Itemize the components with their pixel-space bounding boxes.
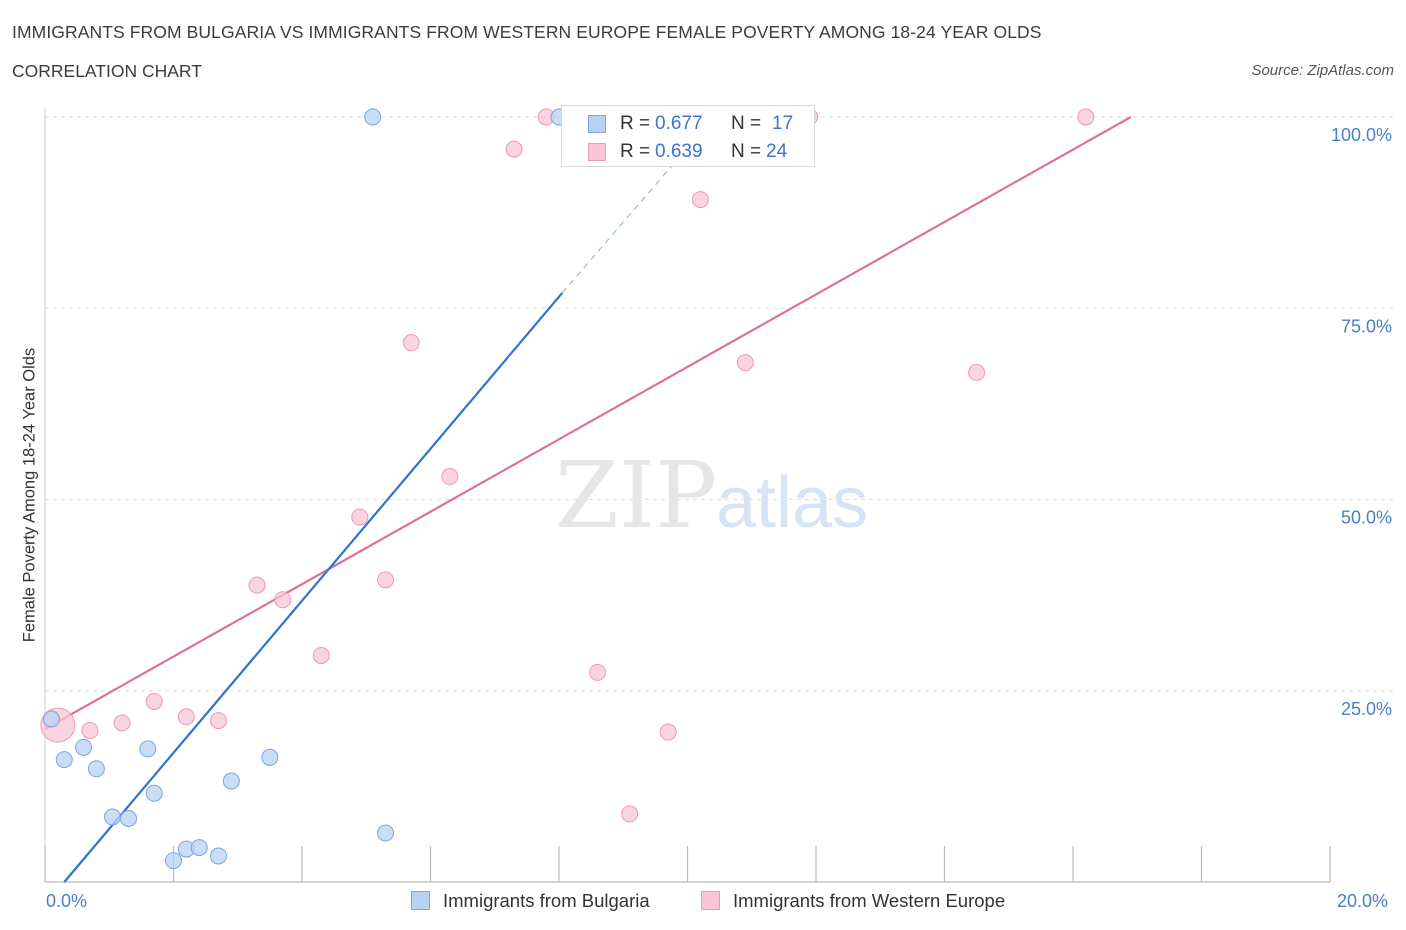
legend-r-value: 0.677 xyxy=(655,113,703,134)
legend-swatch-bulgaria xyxy=(411,891,430,910)
legend-n-label: N = xyxy=(731,141,762,162)
legend-swatch-bulgaria xyxy=(588,115,606,133)
trend-line-bulgaria xyxy=(63,292,564,883)
watermark-atlas: atlas xyxy=(716,463,868,543)
trend-line-western-europe xyxy=(44,116,1132,730)
point-bulgaria xyxy=(261,748,279,766)
point-bulgaria xyxy=(103,808,121,826)
legend-label-bulgaria: Immigrants from Bulgaria xyxy=(443,890,650,911)
point-western-europe xyxy=(145,692,163,710)
point-bulgaria xyxy=(75,738,93,756)
y-tick-label: 25.0% xyxy=(1341,699,1392,719)
legend-n-value: 24 xyxy=(766,141,788,162)
legend-n-label: N = xyxy=(731,113,762,134)
point-western-europe xyxy=(177,708,195,726)
point-bulgaria xyxy=(55,751,73,769)
legend-n-value: 17 xyxy=(772,113,794,134)
chart-title: IMMIGRANTS FROM BULGARIA VS IMMIGRANTS F… xyxy=(12,22,1042,42)
chart-subtitle: CORRELATION CHART xyxy=(12,61,202,81)
series-legend: Immigrants from Bulgaria Immigrants from… xyxy=(0,888,1406,918)
point-western-europe xyxy=(402,334,420,352)
point-western-europe xyxy=(736,354,754,372)
point-western-europe xyxy=(351,508,369,526)
legend-r-label: R = xyxy=(620,113,651,134)
point-western-europe xyxy=(589,663,607,681)
legend-swatch-western-europe xyxy=(588,143,606,161)
point-western-europe xyxy=(377,571,395,589)
point-bulgaria xyxy=(120,810,138,828)
x-tick-min: 0.0% xyxy=(46,891,88,911)
point-western-europe xyxy=(312,647,330,665)
y-tick-label: 75.0% xyxy=(1341,316,1392,336)
point-western-europe xyxy=(81,722,99,740)
watermark-zip: ZIP xyxy=(555,442,717,549)
y-tick-label: 100.0% xyxy=(1331,125,1392,145)
source-credit: Source: ZipAtlas.com xyxy=(1251,62,1394,79)
y-axis-label: Female Poverty Among 18-24 Year Olds xyxy=(20,347,39,643)
point-bulgaria xyxy=(222,772,240,790)
point-bulgaria xyxy=(139,740,157,758)
point-bulgaria xyxy=(165,852,182,870)
point-western-europe xyxy=(274,591,292,609)
point-bulgaria xyxy=(364,108,382,126)
legend-label-western-europe: Immigrants from Western Europe xyxy=(733,890,1006,911)
point-western-europe xyxy=(1077,108,1095,126)
legend-r-label: R = xyxy=(620,141,651,162)
point-western-europe xyxy=(968,364,986,382)
point-western-europe xyxy=(441,468,459,486)
point-western-europe xyxy=(209,712,227,730)
legend-row-bulgaria: R = 0.677 N = 17 xyxy=(562,111,814,139)
point-western-europe xyxy=(659,723,677,741)
trend-line-bulgaria-extension xyxy=(561,147,688,294)
legend-r-value: 0.639 xyxy=(655,141,703,162)
y-tick-label: 50.0% xyxy=(1341,508,1392,528)
legend-row-western-europe: R = 0.639 N = 24 xyxy=(562,139,814,167)
point-western-europe xyxy=(248,576,266,594)
point-bulgaria xyxy=(87,760,105,778)
stats-legend: R = 0.677 N = 17 R = 0.639 N = 24 xyxy=(561,105,815,167)
point-bulgaria xyxy=(190,839,208,857)
x-tick-max: 20.0% xyxy=(1337,891,1389,911)
point-bulgaria xyxy=(42,710,60,728)
point-bulgaria xyxy=(377,824,395,842)
legend-swatch-western-europe xyxy=(701,891,720,910)
point-bulgaria xyxy=(209,847,227,865)
point-bulgaria xyxy=(145,784,163,802)
point-western-europe xyxy=(113,714,131,732)
point-western-europe xyxy=(621,805,639,823)
point-western-europe xyxy=(505,140,523,158)
point-western-europe xyxy=(691,191,709,209)
